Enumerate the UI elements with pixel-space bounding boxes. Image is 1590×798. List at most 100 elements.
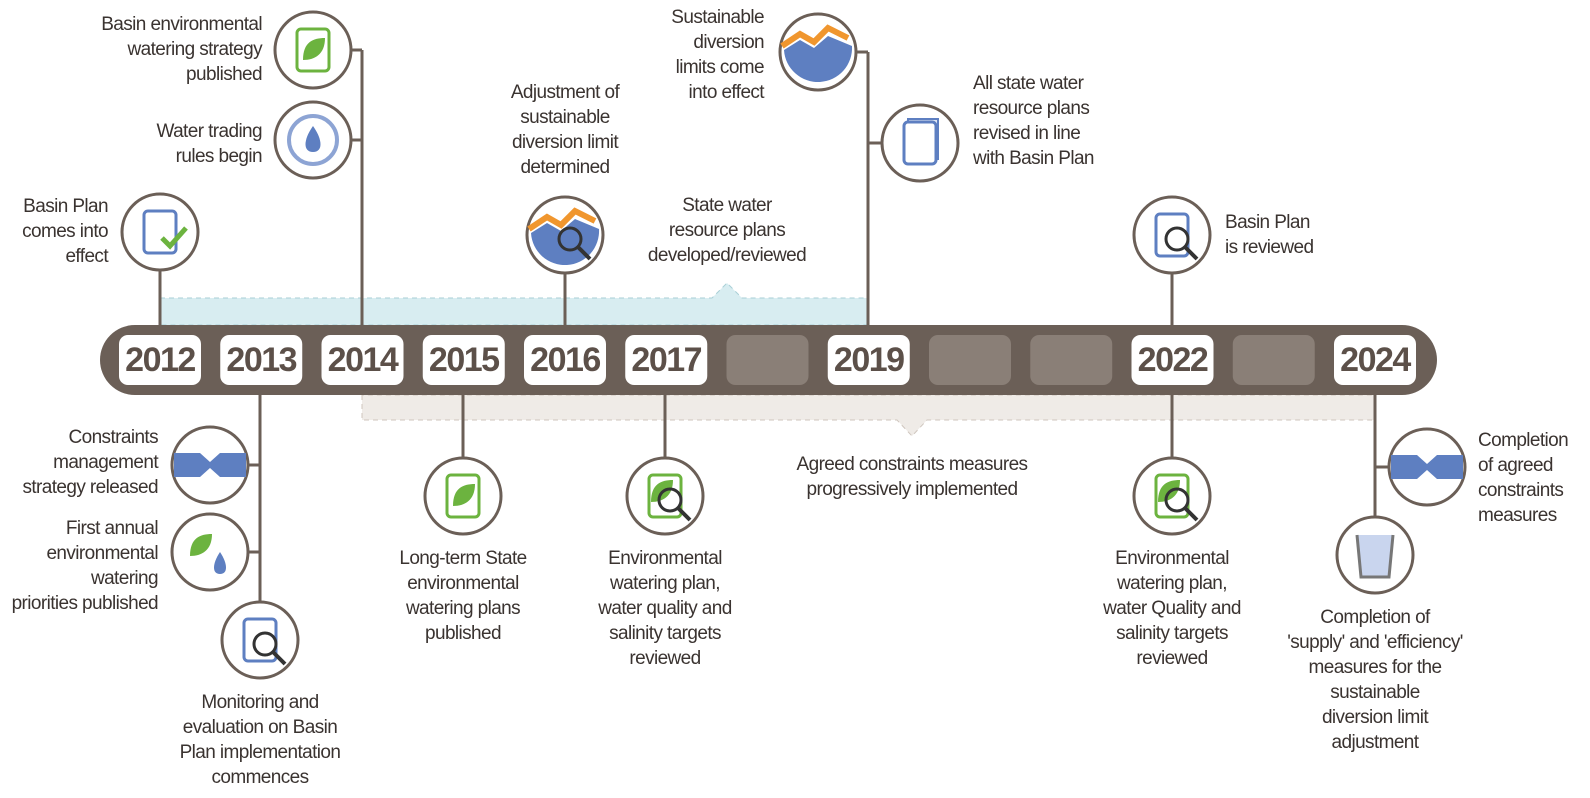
event-label: water quality and bbox=[597, 598, 731, 619]
icon-leaf bbox=[303, 38, 325, 60]
event-label: priorities published bbox=[12, 593, 158, 614]
event-label: measures bbox=[1478, 505, 1557, 526]
event-label: watering plan, bbox=[1116, 573, 1227, 594]
event-label: constraints bbox=[1478, 480, 1563, 501]
empty-year-slot bbox=[726, 335, 809, 385]
icon-handle bbox=[1183, 506, 1199, 522]
event-label: rules begin bbox=[176, 146, 262, 167]
icon-lens bbox=[1164, 226, 1190, 252]
icon-handle bbox=[1183, 245, 1199, 261]
event-label: strategy released bbox=[22, 477, 158, 498]
event-label: comes into bbox=[22, 221, 108, 242]
icon-drop bbox=[305, 126, 321, 152]
event-label: Basin Plan bbox=[1225, 212, 1310, 233]
event-icon bbox=[778, 12, 858, 92]
year-box bbox=[1334, 335, 1416, 385]
event-icon bbox=[423, 456, 503, 536]
event-icon bbox=[1132, 456, 1212, 536]
event-label: of agreed bbox=[1478, 455, 1553, 476]
event-label: Water trading bbox=[156, 121, 262, 142]
event-label: sustainable bbox=[1330, 682, 1420, 703]
event-icon bbox=[220, 600, 300, 680]
event-label: environmental bbox=[46, 543, 158, 564]
event-label: 'supply' and 'efficiency' bbox=[1287, 632, 1463, 653]
year-label: 2014 bbox=[328, 341, 399, 379]
icon-drop bbox=[214, 552, 226, 574]
event-label: All state water bbox=[973, 73, 1085, 94]
event-label: effect bbox=[65, 246, 109, 267]
event-label: watering plan, bbox=[609, 573, 720, 594]
icon-lens bbox=[252, 631, 278, 657]
event-label: reviewed bbox=[1136, 648, 1207, 669]
empty-year-slot bbox=[1232, 335, 1315, 385]
event-icon bbox=[120, 192, 200, 272]
icon-handle bbox=[271, 650, 287, 666]
event-icon bbox=[170, 425, 250, 505]
year-label: 2012 bbox=[125, 341, 195, 379]
event-label: watering plans bbox=[405, 598, 520, 619]
year-label: 2019 bbox=[834, 341, 904, 379]
event-label: watering bbox=[90, 568, 158, 589]
year-label: 2016 bbox=[530, 341, 600, 379]
event-label: diversion bbox=[693, 32, 764, 53]
icon-handle bbox=[576, 245, 592, 261]
event-icon bbox=[880, 103, 960, 183]
event-label: State water bbox=[682, 195, 773, 216]
event-label: Environmental bbox=[1115, 548, 1229, 569]
year-box bbox=[827, 335, 910, 385]
event-label: Basin environmental bbox=[101, 14, 262, 35]
event-label: resource plans bbox=[669, 220, 785, 241]
icon-handle bbox=[676, 506, 692, 522]
event-label: with Basin Plan bbox=[972, 148, 1094, 169]
event-label: measures for the bbox=[1309, 657, 1442, 678]
event-label: Completion bbox=[1478, 430, 1568, 451]
event-label: resource plans bbox=[973, 98, 1089, 119]
event-label: Long-term State bbox=[399, 548, 526, 569]
empty-year-slot bbox=[1030, 335, 1113, 385]
year-box bbox=[524, 335, 606, 385]
event-label: Monitoring and bbox=[201, 692, 318, 713]
event-icon bbox=[625, 456, 705, 536]
state-plans-band bbox=[159, 282, 869, 326]
year-label: 2015 bbox=[429, 341, 499, 379]
icon-pipe bbox=[174, 453, 246, 477]
icon-doc bbox=[902, 120, 938, 166]
year-box bbox=[1131, 335, 1214, 385]
event-label: Sustainable bbox=[671, 7, 764, 28]
event-icon bbox=[525, 195, 605, 275]
event-icon bbox=[1132, 195, 1212, 275]
event-label: published bbox=[425, 623, 501, 644]
empty-year-slot bbox=[929, 335, 1011, 385]
year-box bbox=[422, 335, 505, 385]
event-label: sustainable bbox=[520, 107, 610, 128]
event-label: diversion limit bbox=[512, 132, 619, 153]
icon-leaf bbox=[453, 484, 475, 506]
event-label: Plan implementation bbox=[180, 742, 341, 763]
event-label: Completion of bbox=[1320, 607, 1431, 628]
year-box bbox=[220, 335, 303, 385]
event-label: environmental bbox=[407, 573, 519, 594]
event-icon bbox=[1335, 515, 1415, 595]
event-label: progressively implemented bbox=[807, 479, 1018, 500]
event-label: Basin Plan bbox=[23, 196, 108, 217]
event-label: adjustment bbox=[1332, 732, 1420, 753]
event-label: First annual bbox=[66, 518, 158, 539]
event-label: revised in line bbox=[973, 123, 1080, 144]
event-icon bbox=[273, 100, 353, 180]
event-label: watering strategy bbox=[127, 39, 264, 60]
icon-pipe bbox=[1391, 455, 1463, 479]
icon-lens bbox=[657, 487, 683, 513]
icon-cup bbox=[1355, 534, 1395, 579]
event-label: commences bbox=[211, 767, 308, 788]
event-label: salinity targets bbox=[1116, 623, 1228, 644]
event-label: determined bbox=[520, 157, 609, 178]
event-label: into effect bbox=[689, 82, 766, 103]
event-icon bbox=[1387, 427, 1467, 507]
year-box bbox=[321, 335, 404, 385]
event-label: developed/reviewed bbox=[648, 245, 806, 266]
constraints-band bbox=[361, 394, 1376, 437]
year-box bbox=[119, 335, 201, 385]
event-label: water Quality and bbox=[1102, 598, 1241, 619]
stems bbox=[158, 48, 1389, 602]
